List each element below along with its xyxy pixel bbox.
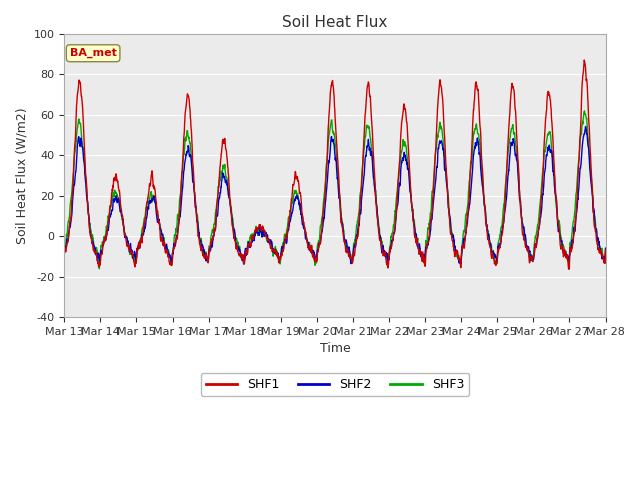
SHF2 [240,261,248,267]
SHF2 [582,124,589,130]
SHF1 [602,247,609,253]
SHF1 [211,228,219,234]
SHF1 [60,246,68,252]
SHF3 [362,123,370,129]
Line: SHF2: SHF2 [64,127,605,264]
X-axis label: Time: Time [319,342,350,356]
SHF3 [351,240,358,246]
SHF3 [602,245,609,251]
SHF2 [351,241,358,247]
SHF2 [492,256,500,262]
Title: Soil Heat Flux: Soil Heat Flux [282,15,388,30]
SHF2 [211,228,219,233]
Line: SHF3: SHF3 [64,111,605,269]
SHF3 [95,266,103,272]
SHF1 [580,57,588,63]
SHF3 [492,258,500,264]
SHF1 [351,253,358,259]
SHF1 [554,217,561,223]
Text: BA_met: BA_met [70,48,116,59]
SHF3 [569,220,577,226]
SHF1 [565,266,573,272]
SHF3 [212,209,220,215]
SHF2 [362,149,370,155]
SHF2 [569,239,577,244]
SHF3 [60,241,68,247]
Y-axis label: Soil Heat Flux (W/m2): Soil Heat Flux (W/m2) [15,107,28,244]
SHF1 [569,238,577,244]
Legend: SHF1, SHF2, SHF3: SHF1, SHF2, SHF3 [201,373,469,396]
SHF1 [362,97,370,103]
SHF2 [60,249,68,254]
SHF1 [492,262,500,268]
SHF3 [554,221,562,227]
SHF3 [580,108,588,114]
SHF2 [602,246,609,252]
SHF2 [554,224,562,229]
Line: SHF1: SHF1 [64,60,605,269]
